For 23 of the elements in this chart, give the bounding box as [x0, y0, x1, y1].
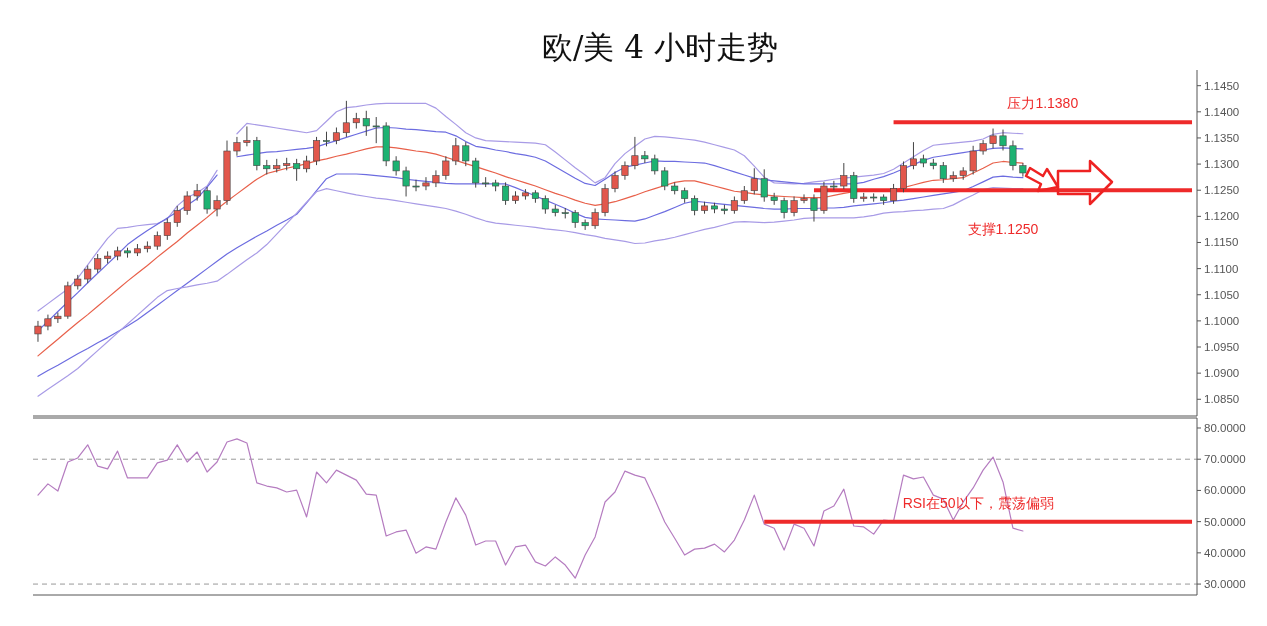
y-tick-label: 1.0850 [1204, 393, 1240, 406]
y-tick-label: 1.1450 [1204, 79, 1240, 92]
y-tick-label: 30.0000 [1204, 578, 1246, 591]
y-tick-label: 1.0950 [1204, 341, 1240, 354]
y-tick-label: 1.0900 [1204, 367, 1240, 380]
y-tick-label: 1.1200 [1204, 210, 1240, 223]
y-tick-label: 70.0000 [1204, 453, 1246, 466]
y-tick-label: 1.1350 [1204, 131, 1240, 144]
series-label: 压力1.1380 [1007, 95, 1079, 112]
y-tick-label: 50.0000 [1204, 515, 1246, 528]
y-tick-label: 1.1400 [1204, 105, 1240, 118]
series-label: RSI在50以下，震荡偏弱 [902, 494, 1054, 511]
text: 支撑1.1250 [967, 221, 1039, 238]
y-tick-label: 1.1150 [1204, 236, 1239, 249]
chart-title: 欧/美 4 小时走势 [542, 29, 778, 65]
y-tick-label: 1.1050 [1204, 288, 1240, 301]
y-tick-label: 1.1100 [1204, 262, 1239, 275]
y-tick-label: 80.0000 [1204, 421, 1246, 434]
y-tick-label: 60.0000 [1204, 484, 1246, 497]
y-tick-label: 1.1300 [1204, 158, 1240, 171]
y-tick-label: 1.1250 [1204, 184, 1240, 197]
y-tick-label: 40.0000 [1204, 546, 1246, 559]
y-tick-label: 1.1000 [1204, 314, 1240, 327]
